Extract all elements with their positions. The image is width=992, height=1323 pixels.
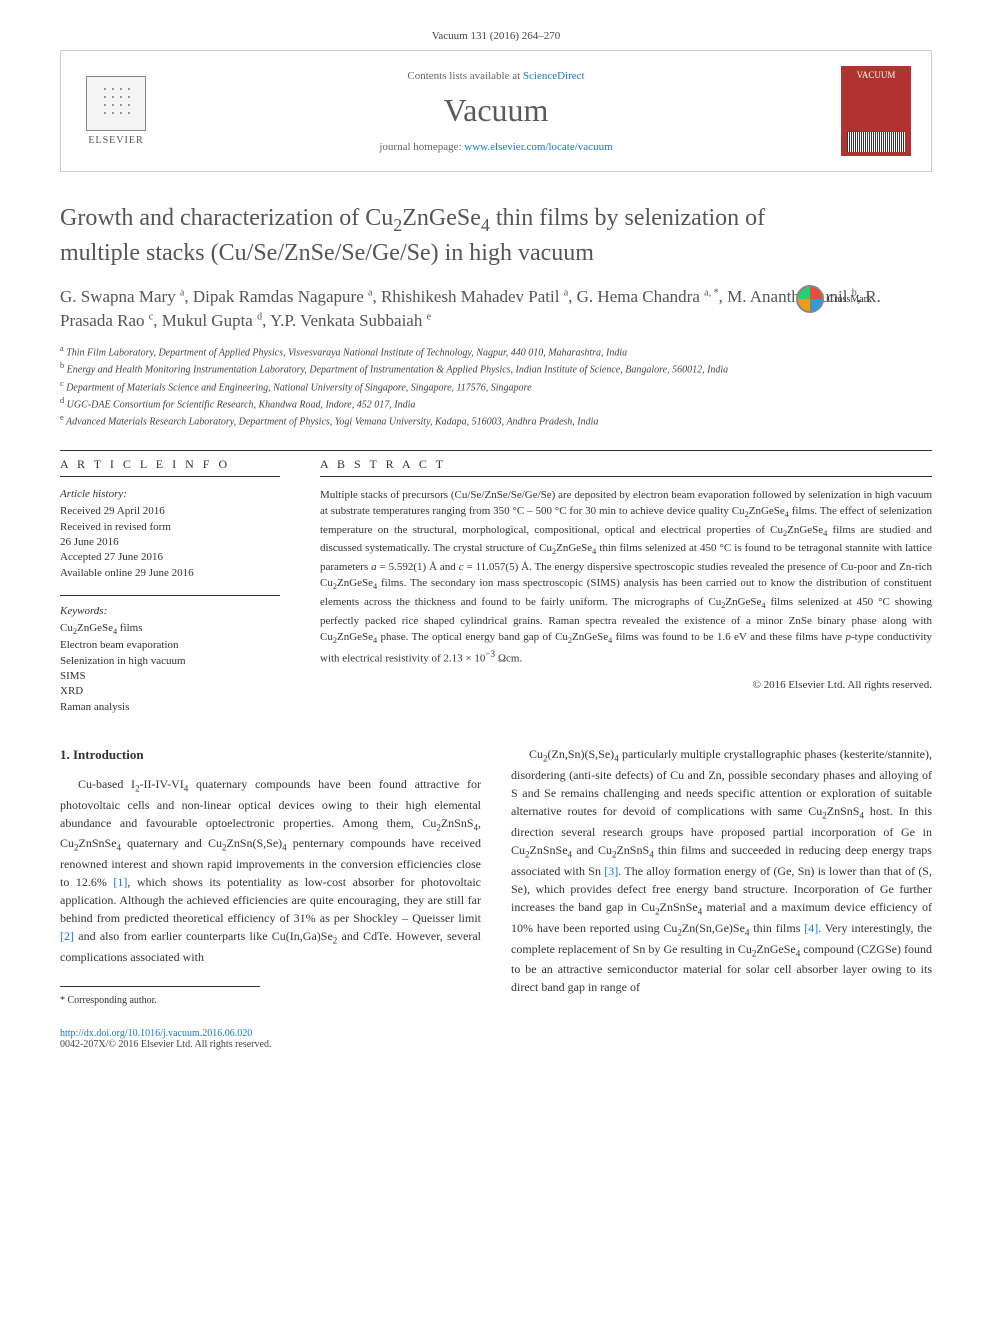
affiliation-line: e Advanced Materials Research Laboratory… (60, 412, 932, 429)
elsevier-tree-icon (86, 76, 146, 131)
homepage-link[interactable]: www.elsevier.com/locate/vacuum (464, 141, 612, 153)
history-line: Accepted 27 June 2016 (60, 550, 280, 565)
affiliation-line: a Thin Film Laboratory, Department of Ap… (60, 343, 932, 360)
article-title: Growth and characterization of Cu2ZnGeSe… (60, 202, 932, 269)
homepage-prefix: journal homepage: (379, 141, 464, 153)
crossmark-label: CrossMark (828, 294, 872, 305)
journal-name: Vacuum (171, 92, 821, 129)
abstract-heading: A B S T R A C T (320, 457, 932, 477)
history-line: 26 June 2016 (60, 535, 280, 550)
issn-line: 0042-207X/© 2016 Elsevier Ltd. All right… (60, 1039, 271, 1050)
page-header: Vacuum 131 (2016) 264–270 (60, 30, 932, 42)
crossmark-icon (796, 285, 824, 313)
doi-link[interactable]: http://dx.doi.org/10.1016/j.vacuum.2016.… (60, 1028, 252, 1039)
article-info: A R T I C L E I N F O Article history: R… (60, 457, 280, 715)
abstract: A B S T R A C T Multiple stacks of precu… (320, 457, 932, 715)
keyword: Cu2ZnGeSe4 films (60, 621, 280, 638)
contents-prefix: Contents lists available at (407, 70, 522, 82)
affiliation-line: c Department of Materials Science and En… (60, 378, 932, 395)
keywords-list: Cu2ZnGeSe4 filmsElectron beam evaporatio… (60, 621, 280, 715)
info-abstract-row: A R T I C L E I N F O Article history: R… (60, 450, 932, 715)
crossmark-badge[interactable]: CrossMark (796, 285, 872, 313)
keyword: Electron beam evaporation (60, 638, 280, 653)
corresponding-note: * Corresponding author. (60, 986, 260, 1008)
affiliations: a Thin Film Laboratory, Department of Ap… (60, 343, 932, 430)
history-label: Article history: (60, 487, 280, 502)
history-line: Received 29 April 2016 (60, 504, 280, 519)
intro-heading: 1. Introduction (60, 745, 481, 765)
affiliation-line: b Energy and Health Monitoring Instrumen… (60, 360, 932, 377)
journal-center: Contents lists available at ScienceDirec… (171, 70, 821, 153)
history-line: Received in revised form (60, 520, 280, 535)
keyword: SIMS (60, 669, 280, 684)
article-info-heading: A R T I C L E I N F O (60, 457, 280, 477)
keyword: XRD (60, 684, 280, 699)
history-lines: Received 29 April 2016Received in revise… (60, 504, 280, 581)
contents-line: Contents lists available at ScienceDirec… (171, 70, 821, 82)
cover-label: VACUUM (843, 70, 909, 80)
journal-homepage: journal homepage: www.elsevier.com/locat… (171, 141, 821, 153)
affiliation-line: d UGC-DAE Consortium for Scientific Rese… (60, 395, 932, 412)
cover-thumbnail: VACUUM (841, 66, 911, 156)
abstract-copyright: © 2016 Elsevier Ltd. All rights reserved… (320, 677, 932, 694)
intro-para-1: Cu-based I2-II-IV-VI4 quaternary compoun… (60, 775, 481, 967)
journal-header-box: ELSEVIER Contents lists available at Sci… (60, 50, 932, 172)
intro-para-2: Cu2(Zn,Sn)(S,Se)4 particularly multiple … (511, 745, 932, 996)
barcode-icon (847, 132, 905, 152)
keyword: Raman analysis (60, 700, 280, 715)
elsevier-label: ELSEVIER (88, 135, 143, 146)
keywords-label: Keywords: (60, 595, 280, 619)
elsevier-logo: ELSEVIER (81, 71, 151, 151)
keyword: Selenization in high vacuum (60, 654, 280, 669)
title-row: Growth and characterization of Cu2ZnGeSe… (60, 202, 932, 269)
sciencedirect-link[interactable]: ScienceDirect (523, 70, 585, 82)
abstract-text: Multiple stacks of precursors (Cu/Se/ZnS… (320, 487, 932, 667)
body-columns: 1. Introduction Cu-based I2-II-IV-VI4 qu… (60, 745, 932, 1008)
history-line: Available online 29 June 2016 (60, 566, 280, 581)
footer: http://dx.doi.org/10.1016/j.vacuum.2016.… (60, 1028, 932, 1050)
